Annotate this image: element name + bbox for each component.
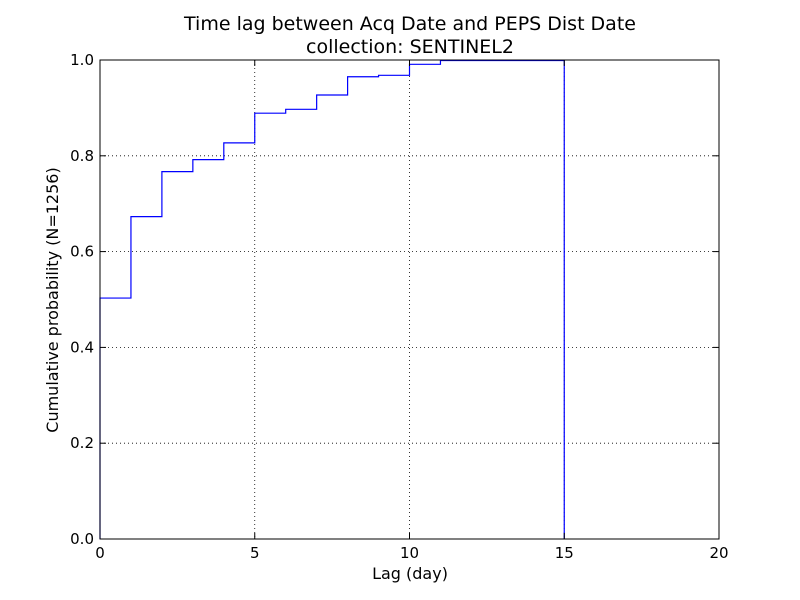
chart-subtitle: collection: SENTINEL2 [306, 36, 514, 58]
y-tick-label: 1.0 [70, 51, 94, 69]
x-tick-label: 20 [709, 544, 728, 562]
axis-ticks: 0 5 10 15 20 0.0 0.2 0.4 0.6 0.8 1.0 [70, 51, 728, 562]
y-tick-label: 0.6 [70, 243, 94, 261]
y-tick-label: 0.2 [70, 434, 94, 452]
y-tick-label: 0.8 [70, 147, 94, 165]
y-tick-label: 0.4 [70, 338, 94, 356]
x-tick-label: 5 [250, 544, 260, 562]
chart-title: Time lag between Acq Date and PEPS Dist … [183, 13, 636, 35]
x-axis-label: Lag (day) [372, 564, 448, 583]
x-tick-label: 10 [400, 544, 419, 562]
series-layer [99, 59, 565, 539]
x-tick-label: 0 [95, 544, 105, 562]
y-axis-label: Cumulative probability (N=1256) [43, 167, 62, 432]
y-tick-label: 0.0 [70, 530, 94, 548]
cdf-step-line [99, 59, 565, 539]
x-tick-label: 15 [555, 544, 574, 562]
